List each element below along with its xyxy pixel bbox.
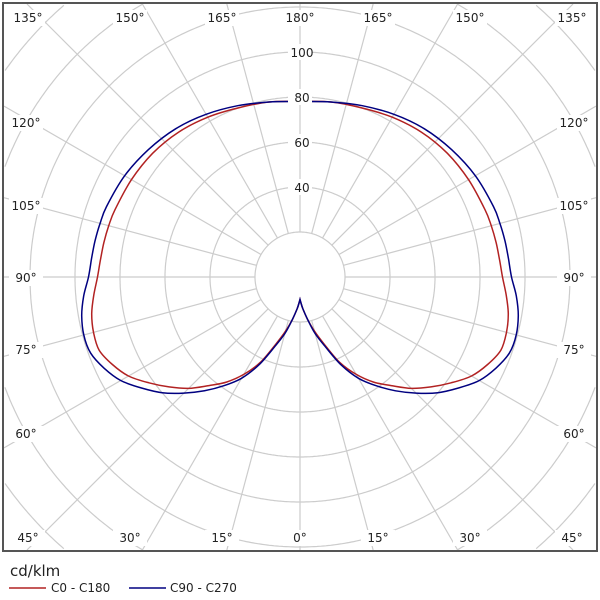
radial-tick-label: 80 — [294, 91, 309, 105]
angle-tick-bg — [555, 530, 589, 546]
grid-ray — [311, 3, 374, 234]
angle-tick-label: 30° — [119, 531, 140, 545]
angle-tick-label: 135° — [558, 11, 587, 25]
angle-tick-label: 45° — [561, 531, 582, 545]
angle-tick-bg — [453, 530, 487, 546]
grid-circle-20 — [254, 231, 346, 323]
angle-tick-bg — [9, 342, 43, 358]
radial-tick-bg — [288, 89, 312, 105]
grid-ray — [226, 320, 289, 551]
polar-grid — [3, 3, 597, 551]
angle-tick-label: 120° — [560, 116, 589, 130]
grid-ray — [26, 308, 269, 551]
radial-tick-label: 60 — [294, 136, 309, 150]
angle-tick-label: 90° — [563, 271, 584, 285]
angle-tick-label: 105° — [12, 199, 41, 213]
radial-tick-bg — [288, 134, 312, 150]
grid-ray — [3, 288, 257, 357]
angle-tick-bg — [555, 10, 589, 26]
angle-tick-label: 165° — [364, 11, 393, 25]
angle-tick-bg — [11, 10, 45, 26]
angle-tick-label: 60° — [15, 427, 36, 441]
radial-tick-label: 100 — [291, 46, 314, 60]
axis-labels: 40 60 80 100 135° 150° 165° 180° 165° 150° 135° 45°… — [9, 10, 591, 546]
grid-ray — [311, 320, 374, 551]
radial-tick-bg — [288, 44, 312, 60]
angle-tick-label: 165° — [208, 11, 237, 25]
radial-tick-bg — [288, 179, 312, 195]
grid-ray — [343, 288, 597, 357]
angle-tick-label: 180° — [286, 11, 315, 25]
angle-tick-label: 0° — [293, 531, 307, 545]
grid-circle-160 — [4, 4, 596, 550]
angle-tick-bg — [9, 115, 43, 131]
angle-tick-label: 75° — [563, 343, 584, 357]
angle-tick-bg — [205, 10, 239, 26]
legend-label-c0-c180: C0 - C180 — [51, 581, 110, 595]
angle-tick-label: 15° — [367, 531, 388, 545]
grid-ray — [321, 3, 459, 239]
angle-tick-label: 150° — [116, 11, 145, 25]
angle-tick-label: 60° — [563, 427, 584, 441]
angle-tick-bg — [113, 530, 147, 546]
angle-tick-bg — [453, 10, 487, 26]
angle-tick-bg — [205, 530, 239, 546]
curves — [80, 100, 520, 395]
angle-tick-bg — [557, 270, 591, 286]
angle-tick-bg — [9, 426, 43, 442]
angle-tick-bg — [557, 342, 591, 358]
angle-tick-bg — [361, 530, 395, 546]
angle-tick-bg — [9, 198, 43, 214]
grid-ray — [26, 3, 269, 246]
curve-c90-c270 — [80, 100, 520, 395]
angle-tick-bg — [9, 270, 43, 286]
grid-ray — [343, 197, 597, 266]
grid-ray — [141, 315, 279, 551]
grid-ray — [3, 197, 257, 266]
angle-tick-bg — [557, 198, 591, 214]
grid-ray — [331, 308, 574, 551]
angle-tick-bg — [361, 10, 395, 26]
angle-tick-label: 45° — [17, 531, 38, 545]
angle-tick-label: 90° — [15, 271, 36, 285]
unit-label: cd/klm — [10, 562, 60, 580]
angle-tick-label: 105° — [560, 199, 589, 213]
angle-tick-bg — [557, 426, 591, 442]
radial-tick-label: 40 — [294, 181, 309, 195]
angle-tick-label: 120° — [12, 116, 41, 130]
grid-ray — [338, 105, 597, 256]
angle-tick-label: 30° — [459, 531, 480, 545]
grid-ray — [226, 3, 289, 234]
angle-tick-bg — [283, 10, 317, 26]
angle-tick-label: 150° — [456, 11, 485, 25]
angle-tick-bg — [11, 530, 45, 546]
grid-ray — [3, 298, 262, 449]
angle-tick-bg — [283, 530, 317, 546]
grid-circle-140 — [4, 3, 596, 551]
angle-tick-bg — [557, 115, 591, 131]
chart-frame — [2, 2, 598, 552]
grid-ray — [3, 105, 262, 256]
grid-ray — [141, 3, 279, 239]
grid-ray — [338, 298, 597, 449]
grid-ray — [331, 3, 574, 246]
angle-tick-label: 15° — [211, 531, 232, 545]
grid-ray — [321, 315, 459, 551]
legend-label-c90-c270: C90 - C270 — [170, 581, 237, 595]
angle-tick-label: 75° — [15, 343, 36, 357]
angle-tick-bg — [113, 10, 147, 26]
angle-tick-label: 135° — [14, 11, 43, 25]
